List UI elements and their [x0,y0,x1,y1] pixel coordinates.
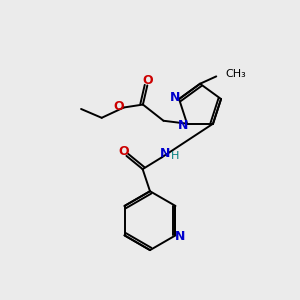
Text: N: N [169,91,180,104]
Text: N: N [175,230,185,243]
Text: H: H [171,151,179,161]
Text: O: O [142,74,153,87]
Text: N: N [178,119,188,132]
Text: N: N [160,147,170,160]
Text: O: O [118,145,129,158]
Text: O: O [113,100,124,112]
Text: CH₃: CH₃ [225,69,246,79]
